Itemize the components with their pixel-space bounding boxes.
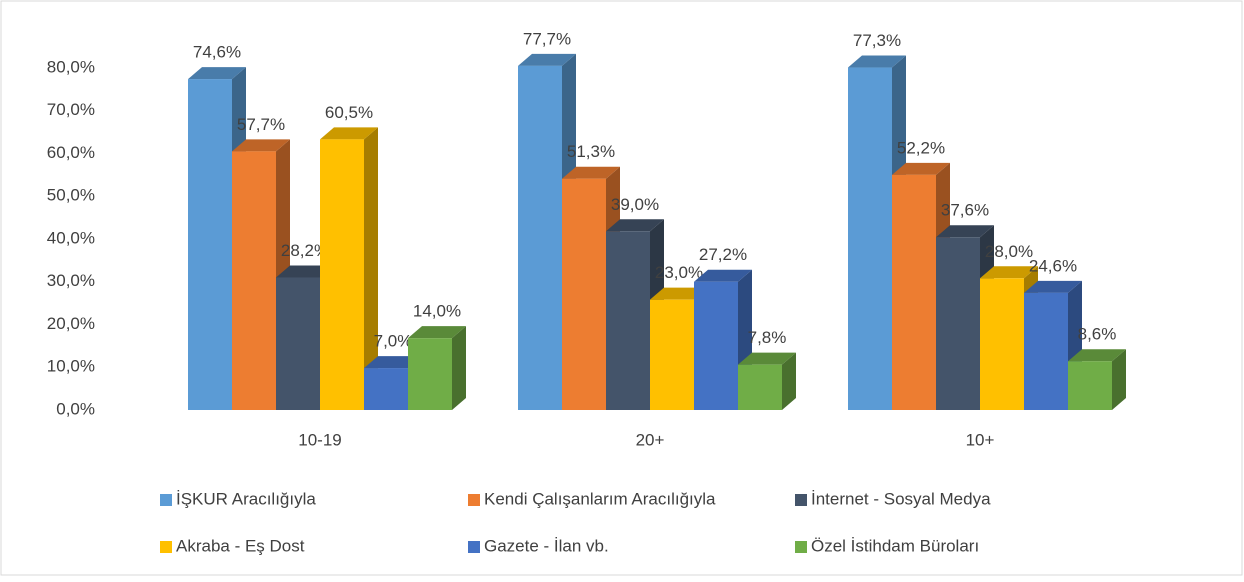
data-label: 27,2% xyxy=(699,245,747,264)
x-tick-label: 10-19 xyxy=(298,430,341,449)
y-tick-label: 40,0% xyxy=(47,228,95,247)
data-label: 14,0% xyxy=(413,302,461,321)
y-tick-label: 10,0% xyxy=(47,357,95,376)
data-label: 60,5% xyxy=(325,103,373,122)
bar-top xyxy=(738,352,796,365)
y-tick-label: 70,0% xyxy=(47,100,95,119)
legend-swatch xyxy=(795,541,807,553)
data-label: 57,7% xyxy=(237,115,285,134)
bar-side xyxy=(452,326,466,410)
bar-top xyxy=(364,356,422,369)
bar-top xyxy=(232,139,290,152)
bar xyxy=(848,67,892,410)
data-label: 24,6% xyxy=(1029,256,1077,275)
bar-top xyxy=(606,219,664,232)
bar-top xyxy=(518,53,576,66)
data-label: 7,0% xyxy=(374,332,413,351)
bar xyxy=(188,79,232,411)
legend-swatch xyxy=(468,494,480,506)
bar-top xyxy=(936,225,994,238)
bar xyxy=(408,338,452,410)
bar xyxy=(364,368,408,410)
legend-swatch xyxy=(468,541,480,553)
bar-top xyxy=(276,265,334,278)
bar-top xyxy=(892,162,950,175)
legend-label: Özel İstihdam Büroları xyxy=(811,536,979,555)
legend-swatch xyxy=(160,541,172,553)
y-tick-label: 60,0% xyxy=(47,143,95,162)
x-tick-label: 10+ xyxy=(966,430,995,449)
y-tick-label: 80,0% xyxy=(47,57,95,76)
bar-top xyxy=(562,166,620,179)
bar-top xyxy=(694,269,752,282)
bar-side xyxy=(782,352,796,410)
bar-side xyxy=(364,127,378,411)
bar xyxy=(232,151,276,410)
bar xyxy=(1068,361,1112,410)
data-label: 23,0% xyxy=(655,263,703,282)
bar xyxy=(980,278,1024,410)
data-label: 52,2% xyxy=(897,138,945,157)
bar xyxy=(738,364,782,410)
bar-top xyxy=(1024,280,1082,293)
legend-label: İnternet - Sosyal Medya xyxy=(811,489,991,508)
data-label: 8,6% xyxy=(1078,325,1117,344)
bar-top xyxy=(980,266,1038,279)
bar xyxy=(650,299,694,410)
bar-top xyxy=(650,287,708,300)
legend-label: İŞKUR Aracılığıyla xyxy=(176,489,316,508)
data-label: 7,8% xyxy=(748,328,787,347)
y-tick-label: 20,0% xyxy=(47,314,95,333)
y-tick-label: 50,0% xyxy=(47,186,95,205)
data-label: 77,7% xyxy=(523,29,571,48)
bar xyxy=(694,281,738,410)
bar xyxy=(562,178,606,410)
y-tick-label: 0,0% xyxy=(56,399,95,418)
bar xyxy=(320,139,364,411)
bar-top xyxy=(1068,349,1126,362)
bar-top xyxy=(188,67,246,80)
data-label: 39,0% xyxy=(611,195,659,214)
data-label: 28,2% xyxy=(281,241,329,260)
data-label: 77,3% xyxy=(853,31,901,50)
bar xyxy=(1024,292,1068,410)
legend-label: Akraba - Eş Dost xyxy=(176,536,305,555)
x-tick-label: 20+ xyxy=(636,430,665,449)
data-label: 28,0% xyxy=(985,242,1033,261)
legend-swatch xyxy=(160,494,172,506)
bar-top xyxy=(320,127,378,140)
data-label: 37,6% xyxy=(941,201,989,220)
bar xyxy=(606,231,650,410)
bar-top xyxy=(408,326,466,339)
data-label: 51,3% xyxy=(567,142,615,161)
legend-label: Gazete - İlan vb. xyxy=(484,536,609,555)
bar xyxy=(518,65,562,411)
bar-side xyxy=(1112,349,1126,410)
bar-top xyxy=(848,55,906,68)
y-tick-label: 30,0% xyxy=(47,271,95,290)
bar xyxy=(892,174,936,410)
data-label: 74,6% xyxy=(193,43,241,62)
legend-label: Kendi Çalışanlarım Aracılığıyla xyxy=(484,489,716,508)
bar xyxy=(276,277,320,410)
bar xyxy=(936,237,980,410)
legend-swatch xyxy=(795,494,807,506)
